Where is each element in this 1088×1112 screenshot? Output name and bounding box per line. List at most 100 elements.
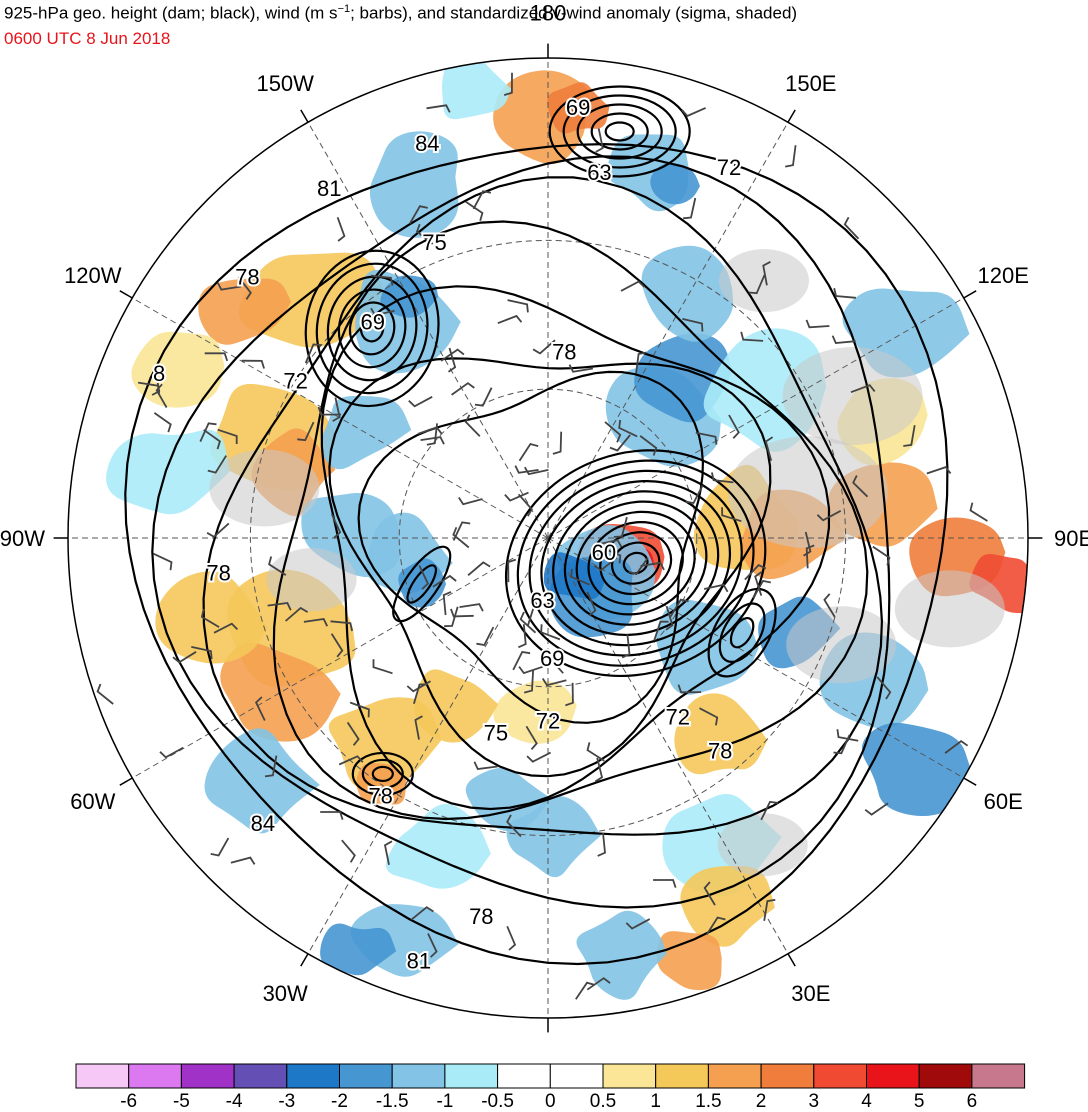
wind-barb (711, 472, 734, 484)
wind-barb (237, 276, 252, 300)
wind-barb (695, 431, 718, 445)
wind-barb (597, 539, 623, 548)
contour-label: 72 (536, 708, 560, 733)
anomaly-patch (204, 728, 320, 834)
wind-barb (458, 497, 483, 506)
colorbar-tick-label: 0.5 (590, 1091, 616, 1112)
height-contour (348, 301, 396, 356)
height-contour (590, 112, 649, 151)
wind-barb (420, 436, 445, 445)
wind-barb (264, 755, 278, 778)
wind-barb (552, 431, 563, 455)
wind-barb (406, 680, 431, 693)
colorbar-swatch (655, 1063, 709, 1089)
wind-barb (540, 624, 561, 641)
wind-barb (426, 104, 451, 113)
contour-label: 78 (206, 561, 230, 586)
contour-label: 78 (235, 265, 259, 290)
wind-barb (330, 513, 342, 539)
wind-barb (706, 916, 726, 935)
height-contour (516, 459, 755, 667)
wind-barb (155, 383, 168, 409)
anomaly-patch (680, 865, 775, 947)
wind-barb (255, 696, 266, 721)
wind-barb (507, 558, 517, 583)
wind-barb (586, 977, 611, 991)
anomaly-patch (861, 722, 971, 817)
lon-label-60e: 60E (984, 789, 1023, 814)
colorbar-swatch (602, 1063, 657, 1089)
colorbar-tick-label: -5 (173, 1091, 190, 1112)
wind-barb (330, 633, 344, 658)
wind-barb (541, 678, 567, 687)
colorbar-tick-label: 1.5 (695, 1091, 721, 1112)
land-patch (209, 449, 320, 527)
wind-barb (620, 280, 646, 292)
wind-barb (639, 435, 658, 456)
wind-barb (415, 223, 434, 245)
colorbar-swatch (866, 1063, 920, 1089)
wind-barb (575, 981, 595, 1000)
wind-barb (805, 319, 830, 329)
wind-barb (805, 544, 815, 569)
chart-subtitle-datetime: 0600 UTC 8 Jun 2018 (4, 29, 171, 48)
contour-label: 63 (530, 588, 554, 613)
wind-barb (137, 381, 161, 394)
contour-label: 78 (708, 739, 732, 764)
wind-barb (213, 622, 239, 634)
land-patch (786, 606, 897, 684)
anomaly-patch (131, 331, 225, 408)
wind-barb (653, 620, 669, 641)
anomaly-patch (493, 680, 577, 744)
wind-barb (864, 802, 889, 816)
height-contour (576, 103, 663, 160)
latitude-circle (249, 239, 847, 837)
wind-barb (467, 561, 491, 576)
wind-barb (504, 491, 529, 502)
height-contour (124, 142, 949, 966)
land-patch (266, 548, 357, 612)
wind-barb (594, 757, 604, 783)
wind-barb (681, 107, 706, 118)
wind-barb (703, 583, 729, 593)
wind-barb (297, 421, 315, 442)
colorbar-tick-label: 5 (914, 1091, 925, 1112)
colorbar-tick-label: 4 (861, 1091, 872, 1112)
wind-barb (683, 197, 697, 220)
wind-barb (570, 568, 590, 586)
wind-barb (432, 574, 457, 588)
wind-barb (618, 419, 638, 438)
height-contour (272, 220, 869, 821)
contour-label: 78 (368, 784, 392, 809)
height-contour (337, 288, 407, 369)
wind-barb (442, 591, 452, 616)
wind-barb (303, 618, 329, 627)
lon-label-90e: 90E (1054, 526, 1088, 551)
wind-barb (320, 811, 344, 820)
wind-barb (200, 608, 220, 628)
colorbar-tick-label: 2 (756, 1091, 767, 1112)
meridian-line (132, 297, 549, 539)
wind-barb (833, 734, 851, 755)
wind-barb (519, 611, 537, 634)
wind-barb (465, 201, 484, 221)
anomaly-patch (369, 131, 459, 238)
contour-label: 75 (484, 721, 508, 746)
meridian-line (547, 122, 789, 539)
contour-label: 72 (717, 155, 741, 180)
wind-barb (332, 397, 341, 422)
height-contour (371, 765, 394, 783)
wind-barb (640, 561, 665, 571)
height-contour (304, 249, 440, 408)
contour-label: 8 (153, 361, 165, 386)
wind-barb (96, 683, 114, 705)
wind-barb (754, 571, 763, 596)
colorbar-tick-label: 0 (545, 1091, 556, 1112)
wind-barb (586, 742, 605, 762)
wind-barb (677, 684, 702, 694)
colorbar-swatch (918, 1063, 973, 1089)
wind-barb (372, 659, 393, 675)
wind-barb (207, 455, 227, 474)
anomaly-patch (656, 931, 722, 991)
wind-barb (625, 918, 651, 930)
